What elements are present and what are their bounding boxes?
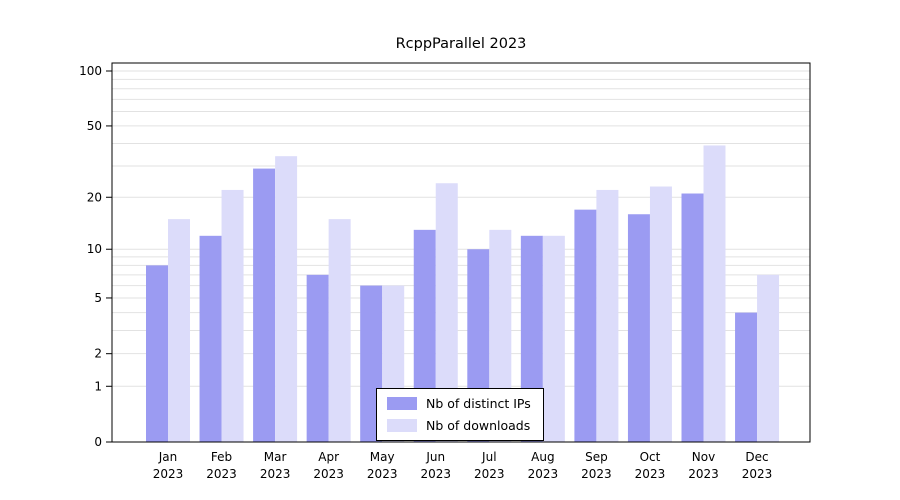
x-tick-year-oct: 2023 (635, 467, 666, 481)
x-tick-month-dec: Dec (745, 450, 768, 464)
y-tick-label-20: 20 (87, 190, 102, 204)
x-tick-month-jan: Jan (158, 450, 178, 464)
x-tick-year-feb: 2023 (206, 467, 237, 481)
x-tick-year-jul: 2023 (474, 467, 505, 481)
bar-downloads-oct (649, 186, 672, 442)
x-tick-month-mar: Mar (264, 450, 287, 464)
y-tick-label-5: 5 (94, 291, 102, 305)
x-tick-month-jun: Jun (425, 450, 445, 464)
x-tick-year-may: 2023 (367, 467, 398, 481)
x-tick-month-apr: Apr (318, 450, 339, 464)
legend-item-distinct-ips: Nb of distinct IPs (387, 396, 531, 411)
y-tick-label-0: 0 (94, 435, 102, 449)
chart-title: RcppParallel 2023 (396, 36, 527, 52)
legend-swatch-downloads (387, 419, 417, 432)
legend-item-downloads: Nb of downloads (387, 418, 531, 433)
x-tick-year-sep: 2023 (581, 467, 612, 481)
x-tick-year-apr: 2023 (313, 467, 344, 481)
bar-distinct-ips-apr (306, 274, 329, 442)
x-tick-month-jul: Jul (481, 450, 496, 464)
legend-label-downloads: Nb of downloads (426, 418, 531, 433)
x-tick-month-nov: Nov (692, 450, 715, 464)
x-tick-year-aug: 2023 (528, 467, 559, 481)
x-tick-month-feb: Feb (211, 450, 232, 464)
bar-downloads-mar (275, 156, 298, 442)
bar-downloads-aug (542, 235, 565, 442)
x-tick-month-oct: Oct (640, 450, 661, 464)
y-tick-label-2: 2 (94, 347, 102, 361)
y-tick-label-100: 100 (79, 64, 102, 78)
bar-downloads-jan (168, 219, 190, 442)
bar-downloads-dec (757, 274, 780, 442)
bar-downloads-jun (435, 183, 458, 443)
x-tick-month-sep: Sep (585, 450, 608, 464)
chart-legend: Nb of distinct IPs Nb of downloads (376, 388, 544, 441)
bar-downloads-feb (221, 189, 244, 442)
plot-border (111, 62, 811, 443)
x-tick-year-mar: 2023 (260, 467, 291, 481)
legend-swatch-distinct-ips (387, 397, 417, 410)
bar-downloads-apr (328, 219, 351, 442)
y-tick-label-10: 10 (87, 242, 102, 256)
bar-distinct-ips-jan (146, 265, 168, 442)
x-tick-year-jan: 2023 (153, 467, 184, 481)
x-tick-month-aug: Aug (531, 450, 554, 464)
x-tick-year-jun: 2023 (420, 467, 451, 481)
bar-downloads-sep (596, 189, 619, 442)
bar-distinct-ips-nov (681, 193, 704, 442)
bar-distinct-ips-mar (253, 168, 276, 442)
bar-distinct-ips-sep (574, 209, 597, 442)
bar-distinct-ips-feb (199, 235, 222, 442)
x-tick-month-may: May (370, 450, 395, 464)
bar-distinct-ips-dec (735, 312, 758, 442)
bar-distinct-ips-oct (627, 214, 650, 442)
y-tick-label-1: 1 (94, 379, 102, 393)
bar-downloads-nov (703, 145, 726, 442)
legend-label-distinct-ips: Nb of distinct IPs (426, 396, 531, 411)
y-tick-label-50: 50 (87, 119, 102, 133)
x-tick-year-nov: 2023 (688, 467, 719, 481)
x-tick-year-dec: 2023 (742, 467, 773, 481)
